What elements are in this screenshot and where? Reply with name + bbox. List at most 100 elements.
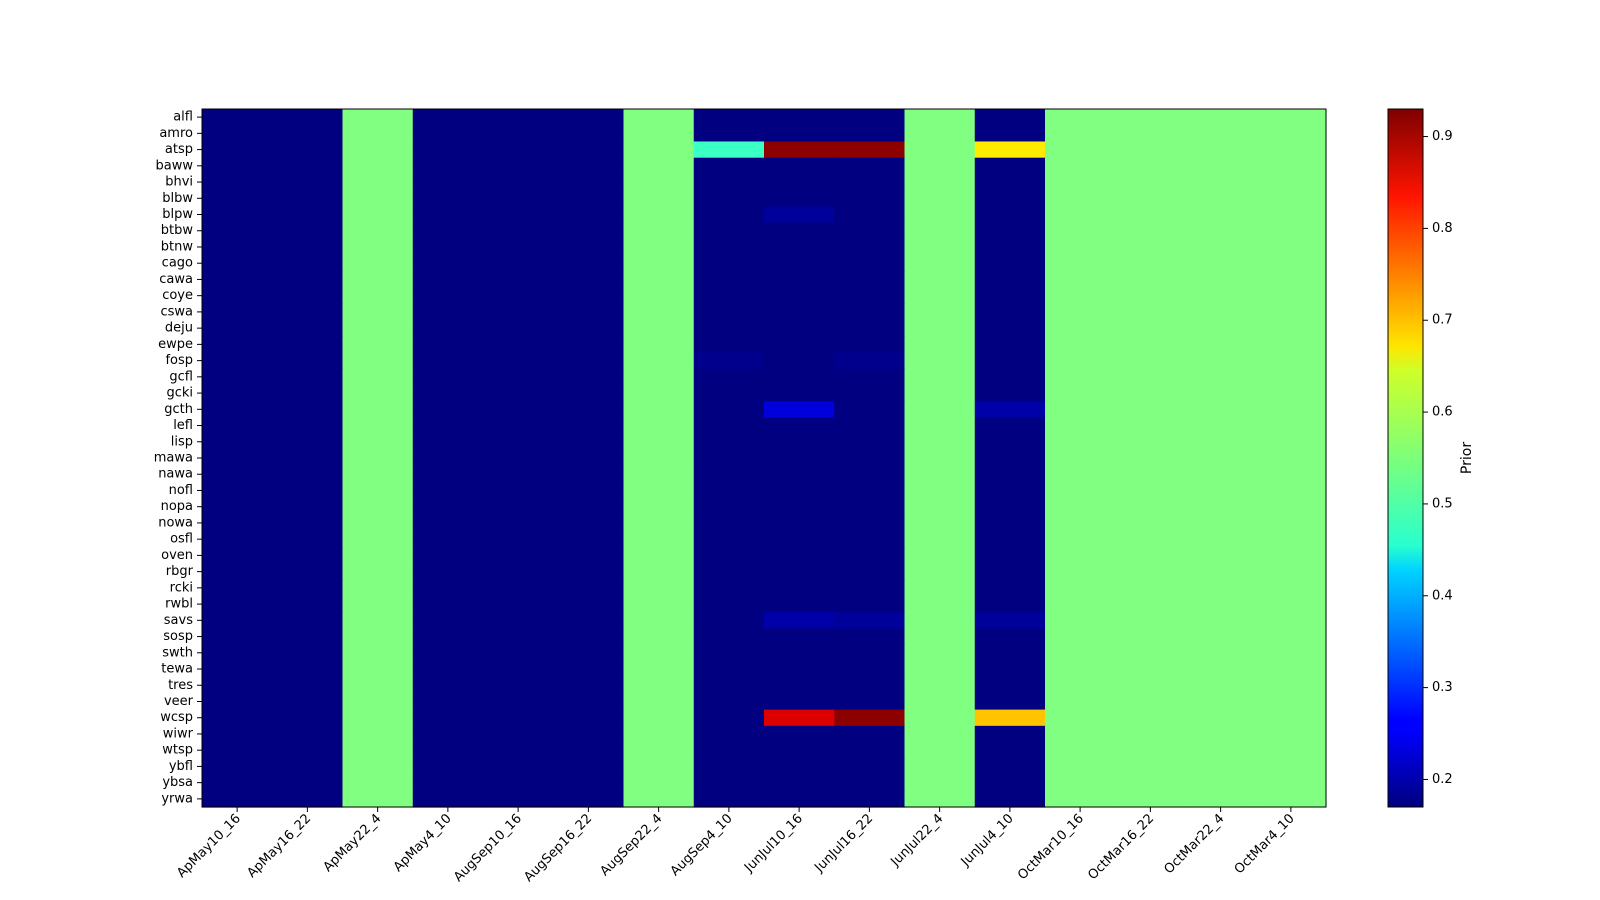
y-tick-label: cago (162, 256, 193, 271)
heatmap-cell (693, 677, 765, 694)
heatmap-cell (904, 742, 976, 759)
heatmap-cell (1045, 352, 1116, 370)
heatmap-cell (904, 141, 976, 159)
heatmap-cell (623, 352, 695, 370)
heatmap-cell (272, 579, 344, 597)
y-tick-label: wcsp (160, 710, 193, 725)
y-tick-label: wtsp (162, 743, 193, 758)
heatmap-cell (412, 417, 484, 435)
heatmap-cell (1185, 547, 1257, 565)
heatmap-cell (272, 352, 344, 370)
heatmap-cell (693, 206, 765, 224)
heatmap-cell (693, 498, 765, 516)
heatmap-cell (272, 563, 344, 581)
heatmap-cell (834, 612, 906, 630)
heatmap-cell (483, 206, 554, 224)
heatmap-cell (764, 287, 835, 305)
y-tick-label: deju (165, 321, 193, 336)
heatmap-cell (272, 206, 344, 224)
heatmap-cell (623, 742, 695, 759)
heatmap-cell (553, 433, 625, 451)
heatmap-cell (623, 563, 695, 581)
heatmap-cell (1255, 206, 1327, 224)
heatmap-cell (1185, 758, 1257, 776)
heatmap-cell (553, 173, 625, 191)
heatmap-cell (904, 449, 976, 467)
y-tick-label: cawa (159, 272, 193, 287)
heatmap-cell (764, 109, 835, 126)
heatmap-cell (412, 401, 484, 419)
heatmap-cell (1255, 433, 1327, 451)
heatmap-cell (974, 352, 1046, 370)
heatmap-cell (272, 693, 344, 711)
heatmap-cell (623, 790, 695, 808)
heatmap-cell (974, 660, 1046, 678)
heatmap-cell (1255, 303, 1327, 321)
heatmap-cell (623, 612, 695, 630)
y-tick-label: gcki (166, 386, 193, 401)
heatmap-cell (342, 384, 414, 402)
heatmap-cell (834, 206, 906, 224)
heatmap-cell (553, 595, 625, 613)
heatmap-cell (272, 758, 344, 776)
heatmap-cell (764, 368, 835, 386)
y-tick-label: baww (156, 158, 194, 173)
heatmap-cell (202, 742, 273, 759)
heatmap-cell (553, 742, 625, 759)
heatmap-cell (1115, 693, 1187, 711)
heatmap-cell (1185, 141, 1257, 159)
heatmap-cell (834, 352, 906, 370)
heatmap-cell (202, 271, 273, 289)
y-tick-label: nowa (158, 515, 193, 530)
y-tick-label: tewa (161, 662, 193, 677)
heatmap-cell (834, 368, 906, 386)
heatmap-cell (834, 595, 906, 613)
heatmap-cell (693, 466, 765, 483)
x-tick-label: JunJul16_22 (811, 811, 876, 876)
heatmap-cell (483, 498, 554, 516)
heatmap-cell (342, 206, 414, 224)
heatmap-cell (342, 141, 414, 159)
heatmap-cell (1185, 238, 1257, 256)
heatmap-cell (1115, 320, 1187, 337)
heatmap-cell (764, 482, 835, 500)
heatmap-cell (483, 141, 554, 159)
heatmap-cell (764, 644, 835, 662)
heatmap-cell (272, 336, 344, 354)
heatmap-cell (834, 157, 906, 175)
heatmap-cell (342, 758, 414, 776)
heatmap-cell (342, 401, 414, 419)
heatmap-cell (1045, 660, 1116, 678)
heatmap-cell (1255, 498, 1327, 516)
heatmap-cell (623, 109, 695, 126)
heatmap-cell (974, 336, 1046, 354)
heatmap-cell (834, 320, 906, 337)
heatmap-cell (272, 709, 344, 727)
heatmap-cell (342, 660, 414, 678)
heatmap-cell (1045, 774, 1116, 792)
heatmap-cell (1185, 287, 1257, 305)
y-tick-label: savs (164, 613, 193, 628)
heatmap-cell (974, 271, 1046, 289)
y-tick-label: atsp (165, 142, 193, 157)
heatmap-cell (483, 774, 554, 792)
heatmap-cell (412, 449, 484, 467)
heatmap-cell (693, 449, 765, 467)
y-tick-label: blbw (162, 191, 193, 206)
y-tick-label: ewpe (158, 337, 193, 352)
heatmap-cell (1045, 547, 1116, 565)
heatmap-cell (834, 433, 906, 451)
heatmap-cell (764, 449, 835, 467)
y-tick-label: tres (168, 678, 193, 693)
heatmap-cell (1255, 190, 1327, 207)
heatmap-cell (904, 693, 976, 711)
heatmap-cell (342, 531, 414, 548)
heatmap-cell (202, 352, 273, 370)
heatmap-cell (1255, 693, 1327, 711)
heatmap-cell (272, 790, 344, 808)
heatmap-cell (1255, 255, 1327, 272)
x-tick-label: OctMar10_16 (1015, 811, 1087, 883)
heatmap-cell (483, 449, 554, 467)
heatmap-cell (553, 693, 625, 711)
heatmap-cell (693, 547, 765, 565)
